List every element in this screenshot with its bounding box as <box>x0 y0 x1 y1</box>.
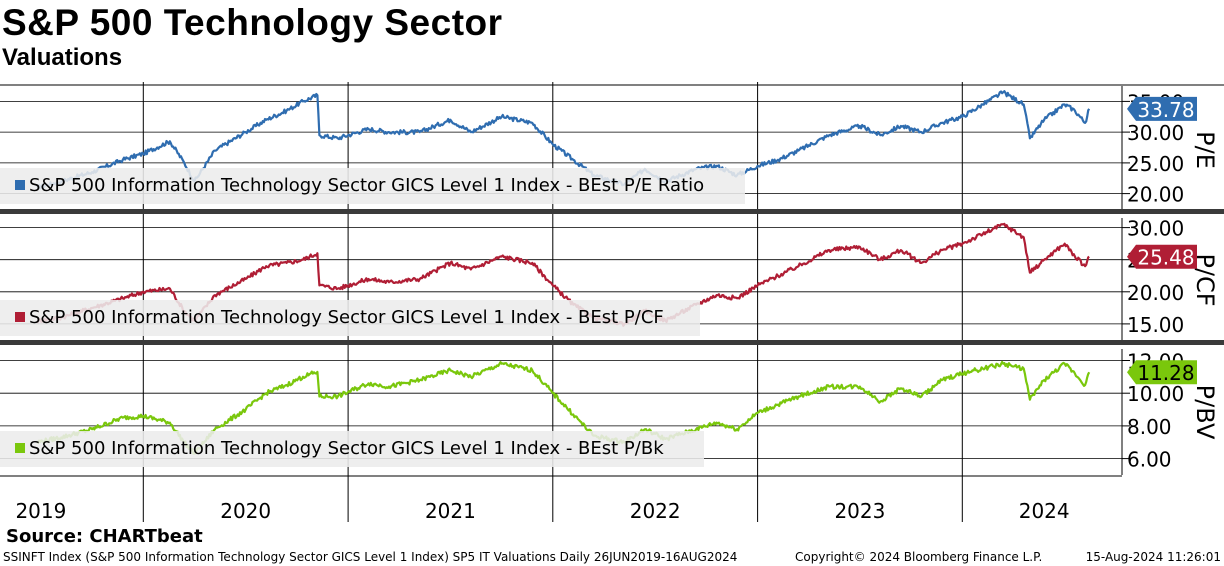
source-note: Source: CHARTbeat <box>6 526 203 547</box>
y-tick-label-pcf: 20.00 <box>1127 281 1184 305</box>
y-tick-label-pe: 20.00 <box>1127 183 1184 207</box>
footer-timestamp: 15-Aug-2024 11:26:01 <box>1085 550 1221 564</box>
footer-copyright: Copyright© 2024 Bloomberg Finance L.P. <box>795 550 1043 564</box>
legend-label-pe: S&P 500 Information Technology Sector GI… <box>29 175 705 196</box>
x-tick-label: 2020 <box>220 499 271 523</box>
footer-description: SSINFT Index (S&P 500 Information Techno… <box>3 550 738 564</box>
legend-pe: S&P 500 Information Technology Sector GI… <box>0 168 745 204</box>
panel-divider <box>0 340 1224 345</box>
x-tick-label: 2024 <box>1019 499 1070 523</box>
chart-title: S&P 500 Technology Sector <box>2 2 503 43</box>
chart-subtitle: Valuations <box>2 44 123 71</box>
last-value-label-pcf: 25.48 <box>1137 246 1194 270</box>
series-line-pcf <box>36 222 1090 327</box>
last-value-tag-pbv <box>1127 360 1197 385</box>
y-tick-label-pbv: 8.00 <box>1127 415 1172 439</box>
last-value-label-pbv: 11.28 <box>1137 361 1194 385</box>
legend-swatch-pcf <box>15 312 25 322</box>
footer: SSINFT Index (S&P 500 Information Techno… <box>3 550 1221 566</box>
last-value-tag-pe <box>1127 96 1197 121</box>
last-value-label-pe: 33.78 <box>1137 98 1194 122</box>
panel-divider <box>0 209 1224 214</box>
legend-label-pbv: S&P 500 Information Technology Sector GI… <box>29 438 664 459</box>
legend-pbv: S&P 500 Information Technology Sector GI… <box>0 431 704 467</box>
legend-label-pcf: S&P 500 Information Technology Sector GI… <box>29 307 664 328</box>
legend-pcf: S&P 500 Information Technology Sector GI… <box>0 300 700 336</box>
y-axis-label-pe: P/E <box>1191 131 1219 169</box>
y-axis-label-pbv: P/BV <box>1191 385 1219 440</box>
y-tick-label-pbv: 10.00 <box>1127 382 1184 406</box>
y-tick-label-pe: 25.00 <box>1127 152 1184 176</box>
legend-swatch-pe <box>15 180 25 190</box>
x-tick-label: 2019 <box>15 499 66 523</box>
x-tick-label: 2021 <box>425 499 476 523</box>
x-tick-label: 2022 <box>630 499 681 523</box>
series-line-pe <box>35 90 1091 190</box>
y-tick-label-pcf: 15.00 <box>1127 313 1184 337</box>
legend-swatch-pbv <box>15 443 25 453</box>
y-tick-label-pcf: 30.00 <box>1127 217 1184 241</box>
x-tick-label: 2023 <box>834 499 885 523</box>
y-tick-label-pbv: 6.00 <box>1127 448 1172 472</box>
y-tick-label-pe: 30.00 <box>1127 121 1184 145</box>
last-value-tag-pcf <box>1127 244 1197 269</box>
